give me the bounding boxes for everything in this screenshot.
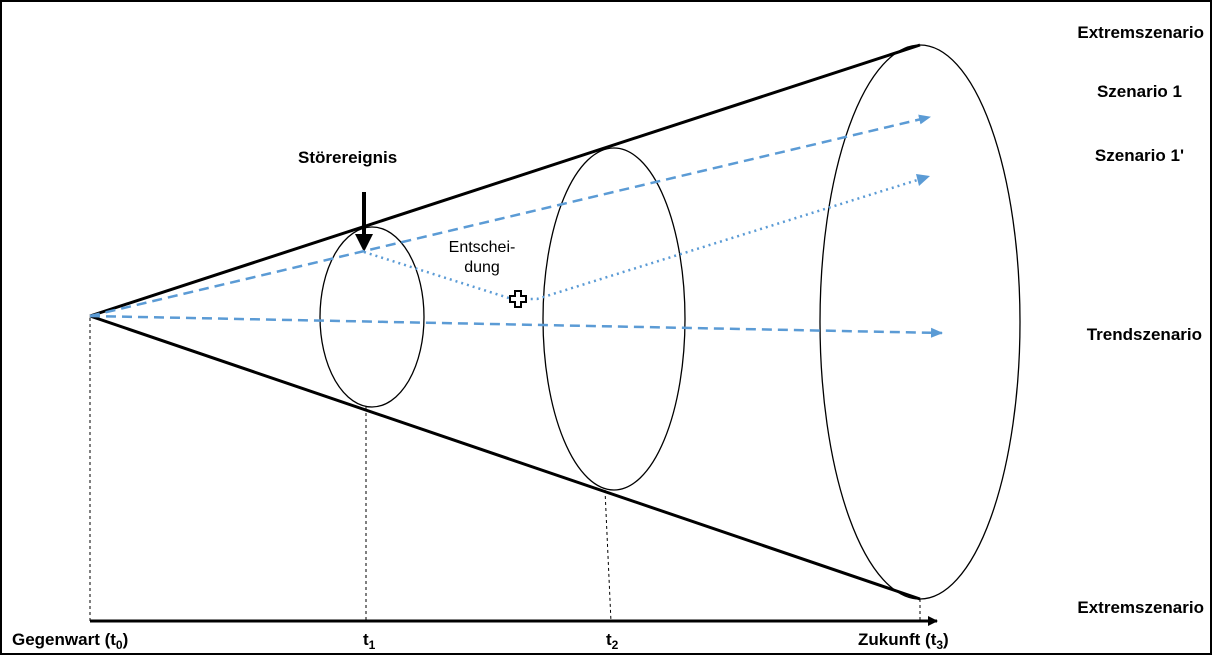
axis-label-t3-sub: 3 [936, 638, 944, 652]
label-entscheidung-line2: dung [464, 259, 500, 276]
ellipse-t3 [819, 44, 1021, 600]
axis-label-t1-sub: 1 [368, 638, 376, 652]
funnel-lower-edge [89, 314, 921, 601]
label-extremszenario-top: Extremszenario [1077, 23, 1204, 42]
ellipse-t2 [542, 147, 686, 491]
axis-label-t2-main: t [606, 630, 612, 649]
disruption-arrowhead [355, 234, 373, 252]
label-extremszenario-bottom: Extremszenario [1077, 598, 1204, 617]
axis-label-t0: Gegenwart (t0) [12, 630, 129, 651]
label-stoerereignis: Störereignis [298, 148, 398, 167]
axis-label-t3-prefix: Zukunft (t [858, 630, 937, 649]
label-entscheidung-line1: Entschei- [448, 239, 516, 256]
deviation-path [363, 175, 928, 301]
axis-label-t1: t1 [363, 630, 375, 651]
label-szenario-1-prime: Szenario 1' [1094, 146, 1184, 165]
label-entscheidung: Entschei- dung [440, 238, 524, 278]
axis-label-t3: Zukunft (t3) [858, 630, 949, 651]
guide-line-t2 [604, 489, 612, 623]
axis-label-t2: t2 [606, 630, 618, 651]
arrowhead-szenario-1-prime [916, 174, 930, 186]
label-szenario-1: Szenario 1 [1096, 82, 1182, 101]
axis-label-t0-prefix: Gegenwart (t [12, 630, 116, 649]
axis-label-t0-suffix: ) [122, 630, 129, 649]
arrow-szenario-1 [89, 114, 931, 318]
label-trendszenario: Trendszenario [1086, 325, 1202, 344]
axis-label-t0-sub: 0 [115, 638, 123, 652]
ellipse-t1 [319, 226, 425, 408]
funnel-upper-edge [89, 43, 921, 318]
cross-icon [509, 290, 527, 308]
axis-label-t2-sub: 2 [611, 638, 619, 652]
arrow-trendszenario [89, 314, 943, 338]
axis-label-t3-suffix: ) [943, 630, 949, 649]
axis-label-t1-main: t [363, 630, 369, 649]
